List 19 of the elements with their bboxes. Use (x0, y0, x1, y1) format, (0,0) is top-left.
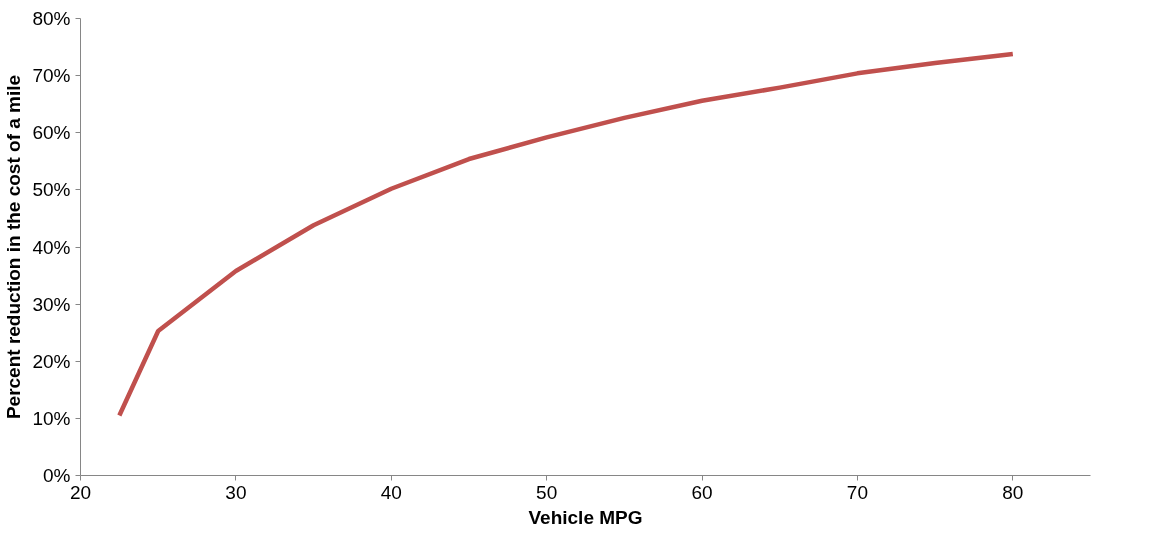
y-tick-label: 80% (32, 8, 71, 29)
y-tick-label: 60% (32, 122, 71, 144)
y-tick-label: 10% (32, 407, 71, 429)
x-tick-label: 60 (691, 481, 713, 503)
line-series (117, 51, 1016, 418)
y-tick-label: 70% (32, 65, 71, 87)
y-axis-title: Percent reduction in the cost of a mile (3, 74, 25, 420)
x-tick-label: 70 (846, 481, 868, 503)
x-tick-label: 30 (225, 481, 247, 503)
y-tick-label: 20% (32, 350, 71, 372)
x-tick-label: 80 (1002, 481, 1024, 503)
x-tick-label: 40 (380, 481, 402, 503)
x-tick-label: 50 (536, 481, 558, 503)
y-tick-label: 50% (32, 179, 71, 201)
y-tick-label: 0% (43, 465, 71, 486)
x-tick-label: 20 (69, 481, 92, 503)
y-tick-label: 30% (32, 293, 71, 315)
y-tick-label: 40% (32, 236, 71, 258)
x-axis-title: Vehicle MPG (528, 506, 643, 528)
